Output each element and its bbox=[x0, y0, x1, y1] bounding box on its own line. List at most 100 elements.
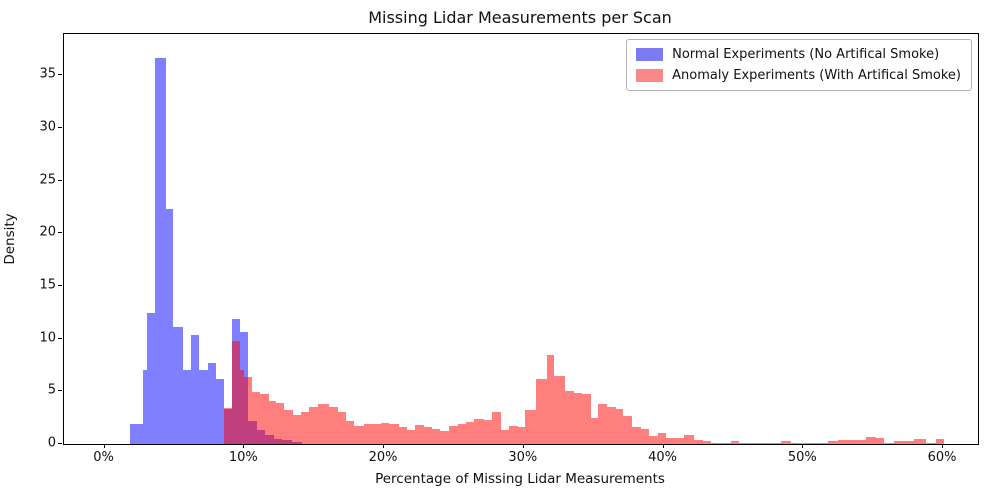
histogram-bar-anomaly bbox=[730, 440, 740, 444]
histogram-bar-anomaly bbox=[328, 407, 338, 444]
histogram-bar-anomaly bbox=[632, 427, 641, 444]
y-axis-label: Density bbox=[2, 213, 18, 265]
legend-label-normal: Normal Experiments (No Artifical Smoke) bbox=[672, 47, 940, 62]
histogram-bar-anomaly bbox=[345, 420, 355, 444]
histogram-bar-anomaly bbox=[224, 408, 232, 444]
histogram-bar-anomaly bbox=[449, 426, 458, 444]
histogram-bar-anomaly bbox=[354, 426, 364, 444]
histogram-bar-anomaly bbox=[535, 378, 547, 444]
x-axis-label: Percentage of Missing Lidar Measurements bbox=[375, 471, 665, 487]
y-tick-label: 5 bbox=[47, 382, 56, 398]
legend: Normal Experiments (No Artifical Smoke) … bbox=[626, 39, 972, 91]
y-tick-mark bbox=[58, 337, 62, 339]
normal-series-swatch bbox=[636, 48, 664, 61]
histogram-bar-anomaly bbox=[483, 419, 492, 444]
histogram-bar-anomaly bbox=[573, 393, 583, 444]
histogram-bar-anomaly bbox=[524, 410, 536, 444]
x-tick-mark bbox=[103, 444, 105, 448]
chart-title: Missing Lidar Measurements per Scan bbox=[368, 8, 672, 27]
histogram-bar-anomaly bbox=[598, 403, 607, 444]
histogram-bar-anomaly bbox=[415, 425, 424, 444]
histogram-bar-anomaly bbox=[491, 412, 501, 444]
histogram-bar-anomaly bbox=[389, 423, 399, 444]
histogram-bar-anomaly bbox=[309, 407, 318, 444]
histogram-bar-anomaly bbox=[239, 370, 244, 444]
histogram-bar-anomaly bbox=[684, 435, 694, 444]
histogram-bar-anomaly bbox=[251, 392, 261, 444]
histogram-bar-anomaly bbox=[268, 400, 276, 444]
histogram-bar-anomaly bbox=[780, 441, 791, 444]
y-tick-mark bbox=[58, 443, 62, 444]
histogram-bar-anomaly bbox=[372, 423, 381, 444]
x-tick-mark bbox=[243, 444, 245, 448]
histogram-bar-anomaly bbox=[914, 439, 926, 444]
histogram-bar-anomaly bbox=[649, 435, 658, 444]
x-tick-label: 30% bbox=[508, 450, 538, 465]
y-tick-mark bbox=[58, 179, 62, 181]
histogram-bar-normal bbox=[173, 327, 183, 444]
y-tick-mark bbox=[58, 390, 62, 392]
histogram-bar-anomaly bbox=[894, 440, 915, 444]
x-tick-mark bbox=[942, 444, 944, 448]
histogram-bar-anomaly bbox=[363, 423, 373, 444]
histogram-bar-anomaly bbox=[657, 433, 666, 444]
histogram-bar-anomaly bbox=[837, 439, 851, 444]
histogram-bar-anomaly bbox=[260, 394, 269, 444]
histogram-bar-anomaly bbox=[517, 427, 525, 444]
histogram-bar-anomaly bbox=[665, 438, 676, 444]
histogram-bar-anomaly bbox=[292, 414, 301, 444]
y-tick-label: 20 bbox=[39, 224, 56, 240]
histogram-bar-normal bbox=[147, 313, 156, 444]
x-tick-label: 20% bbox=[368, 450, 398, 465]
anomaly-histogram-layer bbox=[64, 34, 978, 444]
histogram-bar-anomaly bbox=[301, 412, 310, 444]
x-tick-mark bbox=[802, 444, 804, 448]
x-tick-label: 40% bbox=[648, 450, 677, 465]
histogram-bar-anomaly bbox=[582, 394, 591, 444]
y-tick-label: 10 bbox=[39, 330, 56, 346]
histogram-bar-anomaly bbox=[440, 431, 450, 444]
histogram-bar-anomaly bbox=[710, 443, 731, 444]
y-tick-label: 0 bbox=[47, 435, 56, 451]
histogram-bar-anomaly bbox=[317, 403, 329, 444]
y-tick-label: 25 bbox=[39, 172, 56, 187]
histogram-bar-anomaly bbox=[546, 355, 555, 444]
histogram-bar-normal bbox=[166, 208, 173, 444]
histogram-bar-anomaly bbox=[380, 422, 390, 444]
histogram-bar-anomaly bbox=[606, 407, 616, 444]
histogram-bar-normal bbox=[155, 58, 166, 444]
histogram-bar-anomaly bbox=[509, 426, 518, 444]
histogram-bar-normal bbox=[143, 370, 148, 444]
x-tick-mark bbox=[383, 444, 385, 448]
x-tick-label: 10% bbox=[228, 450, 258, 465]
histogram-bar-anomaly bbox=[398, 427, 407, 444]
histogram-bar-anomaly bbox=[406, 430, 416, 444]
histogram-bar-anomaly bbox=[457, 423, 466, 444]
y-tick-label: 35 bbox=[39, 66, 56, 82]
histogram-bar-anomaly bbox=[423, 427, 432, 444]
histogram-bar-anomaly bbox=[284, 410, 293, 444]
histogram-bar-anomaly bbox=[243, 376, 252, 444]
legend-item-normal: Normal Experiments (No Artifical Smoke) bbox=[636, 47, 961, 62]
histogram-bar-anomaly bbox=[554, 375, 566, 444]
histogram-bar-anomaly bbox=[474, 418, 484, 444]
histogram-bar-anomaly bbox=[276, 402, 285, 444]
histogram-bar-anomaly bbox=[465, 421, 475, 444]
histogram-bar-normal bbox=[198, 370, 208, 444]
histogram-bar-anomaly bbox=[500, 430, 510, 444]
histogram-bar-anomaly bbox=[615, 409, 624, 444]
legend-label-anomaly: Anomaly Experiments (With Artifical Smok… bbox=[672, 68, 961, 83]
x-tick-mark bbox=[662, 444, 664, 448]
anomaly-series-swatch bbox=[636, 69, 664, 82]
histogram-bar-anomaly bbox=[875, 437, 885, 444]
histogram-bar-anomaly bbox=[739, 443, 781, 444]
histogram-bar-normal bbox=[130, 423, 144, 444]
x-tick-label: 50% bbox=[787, 450, 817, 465]
histogram-bar-anomaly bbox=[337, 412, 346, 444]
histogram-bar-normal bbox=[182, 370, 192, 444]
y-tick-label: 15 bbox=[39, 277, 56, 293]
y-tick-mark bbox=[58, 232, 62, 234]
y-tick-mark bbox=[58, 74, 62, 76]
histogram-bar-anomaly bbox=[431, 429, 441, 444]
